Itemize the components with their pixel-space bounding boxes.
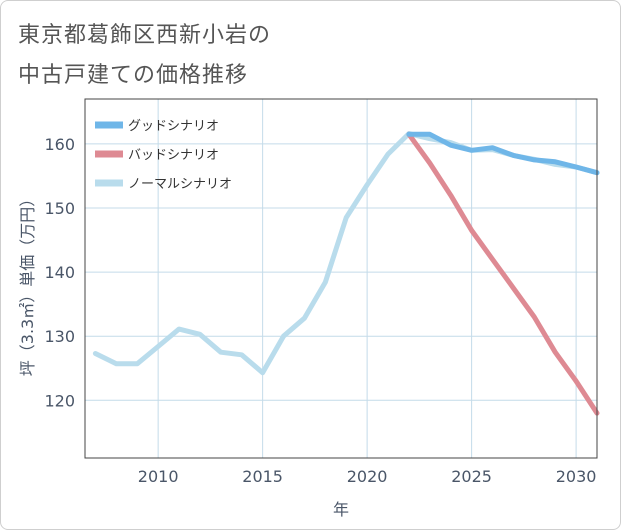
series-line-good [406,131,600,176]
plot-frame [84,98,598,459]
y-tick-150: 150 [44,199,75,218]
x-tick-2030: 2030 [556,467,597,486]
y-tick-160: 160 [44,135,75,154]
x-tick-2020: 2020 [347,467,388,486]
x-tick-2015: 2015 [242,467,283,486]
y-tick-140: 140 [44,263,75,282]
legend-label-bad: バッドシナリオ [128,148,219,163]
tick-labels: 2010 2015 2020 2025 2030 120 130 140 150 160 [44,135,596,486]
x-tick-2025: 2025 [451,467,492,486]
y-tick-130: 130 [44,327,75,346]
chart-title-line-2: 中古戸建ての価格推移 [18,63,249,88]
legend-label-good: グッドシナリオ [128,119,219,134]
x-tick-2010: 2010 [138,467,179,486]
legend-label-normal: ノーマルシナリオ [128,177,232,192]
chart-title-line-1: 東京都葛飾区西新小岩の [18,23,272,48]
y-tick-120: 120 [44,391,75,410]
y-axis-label: 坪（3.3㎡）単価（万円） [18,191,37,376]
series-line-bad [406,131,600,416]
series-lines [92,131,600,416]
series-line-normal [92,131,600,376]
x-axis-label: 年 [333,500,349,519]
